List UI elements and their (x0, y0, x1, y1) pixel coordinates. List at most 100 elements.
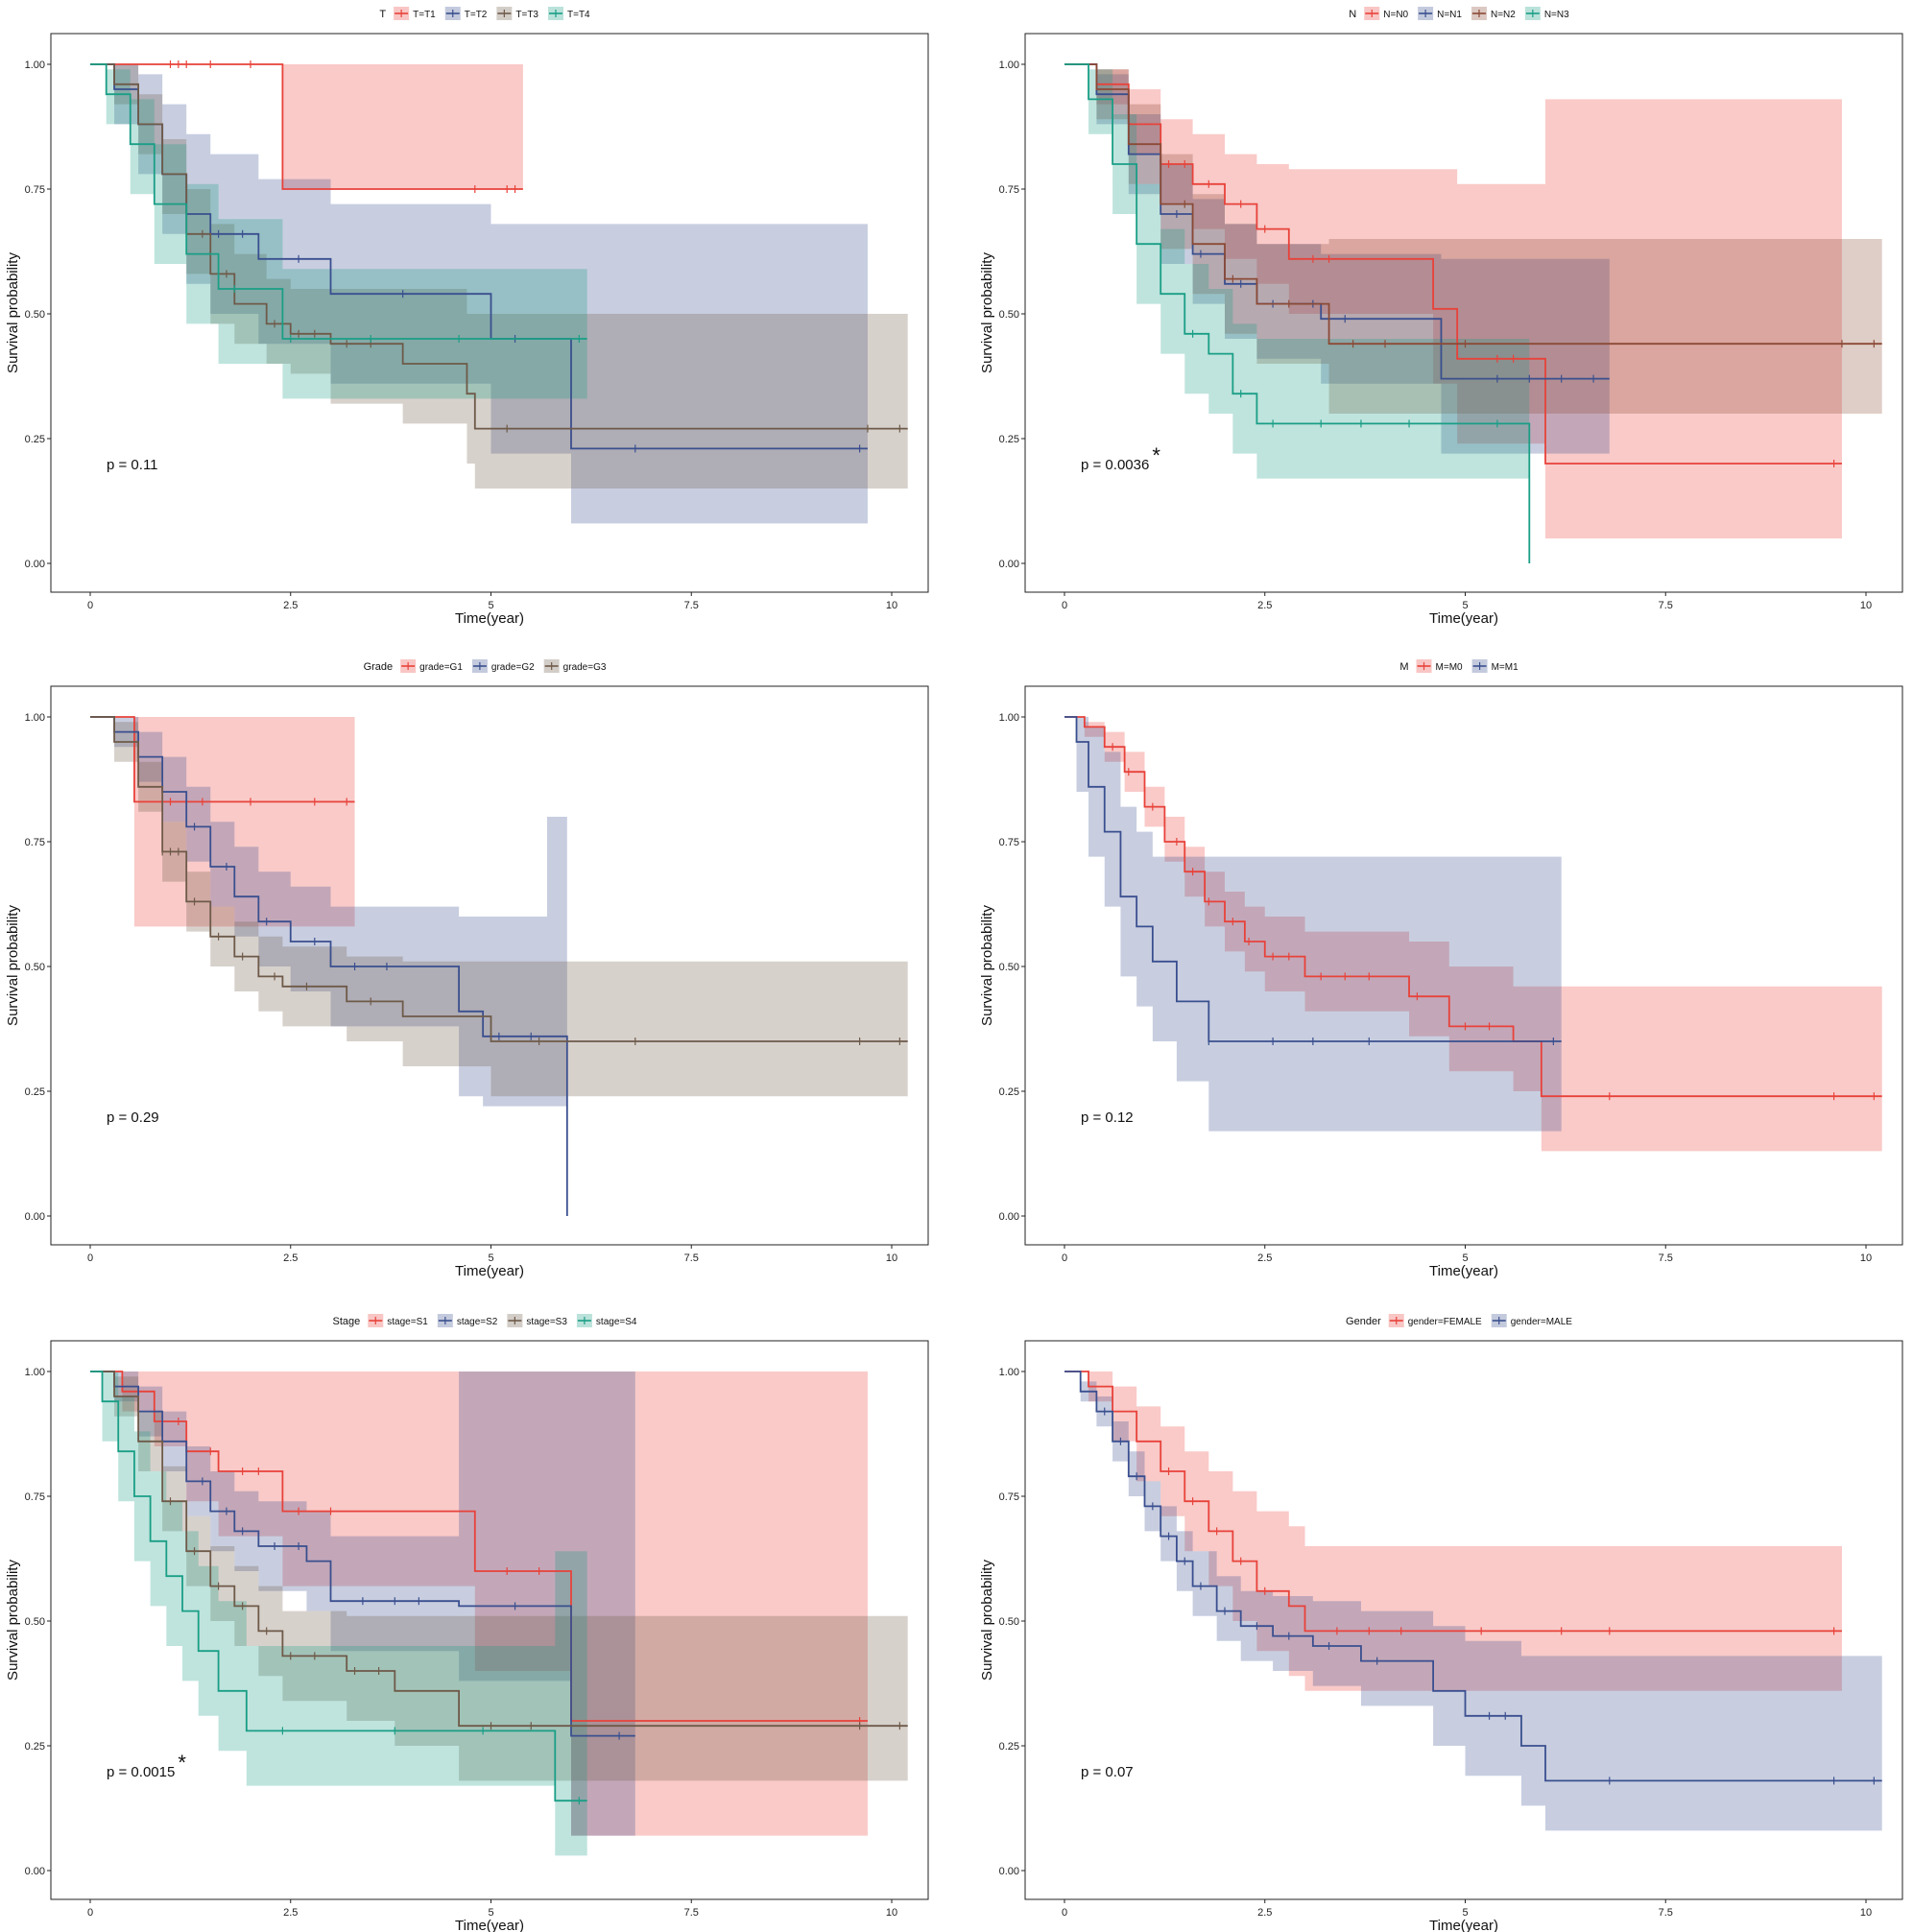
legend-label: N=N0 (1383, 10, 1408, 20)
x-tick-label: 0 (1062, 1252, 1067, 1264)
y-tick-label: 0.50 (999, 309, 1019, 321)
legend-label: T=T3 (515, 10, 538, 20)
legend-key (1388, 1314, 1404, 1327)
y-tick-label: 0.50 (999, 962, 1019, 973)
km-panel: 0.00 0.25 0.50 0.75 1.00 0 2.5 5 7.5 10 Time(year)… (5, 7, 929, 627)
x-axis-title: Time(year) (455, 1918, 524, 1932)
survival-curve (1064, 1371, 1882, 1782)
confidence-band (90, 1371, 868, 1836)
x-tick-label: 5 (488, 1907, 493, 1919)
y-tick-label: 0.00 (25, 1211, 45, 1223)
confidence-band (1064, 717, 1562, 1132)
confidence-band (1064, 1371, 1842, 1691)
y-tick-label: 1.00 (25, 60, 45, 71)
y-tick-label: 0.50 (999, 1616, 1019, 1628)
legend-label: stage=S2 (457, 1317, 498, 1327)
x-tick-label: 10 (1860, 1252, 1872, 1264)
y-axis-title: Survival probability (979, 905, 995, 1026)
x-axis-title: Time(year) (1429, 1918, 1498, 1932)
y-tick-label: 0.75 (999, 1491, 1019, 1503)
x-axis-title: Time(year) (1429, 1263, 1498, 1279)
confidence-band (90, 64, 587, 399)
plot-frame (1024, 1340, 1903, 1900)
confidence-band (90, 64, 523, 189)
y-tick-label: 0.25 (25, 1741, 45, 1753)
p-value-label: p = 0.11 (107, 457, 158, 473)
p-value-label: p = 0.07 (1081, 1764, 1134, 1780)
y-tick-label: 0.00 (25, 1866, 45, 1877)
plot-frame (1024, 33, 1903, 593)
plot-frame (50, 1340, 929, 1900)
y-tick-label: 0.50 (25, 962, 45, 973)
x-axis-title: Time(year) (455, 610, 524, 627)
confidence-band (1064, 64, 1530, 479)
confidence-band (1064, 717, 1882, 1152)
x-tick-label: 2.5 (283, 1252, 298, 1264)
legend-key (471, 659, 488, 673)
legend-key (1471, 7, 1487, 20)
legend-label: N=N3 (1544, 10, 1569, 20)
x-tick-label: 0 (87, 600, 93, 611)
y-tick-label: 0.25 (25, 434, 45, 445)
legend-label: stage=S4 (596, 1317, 637, 1327)
legend: Stage stage=S1 stage=S2 stage=S3 stage=S4 (333, 1314, 637, 1327)
y-axis-title: Survival probability (5, 252, 21, 373)
significance-star: * (1152, 443, 1160, 467)
y-tick-label: 0.50 (25, 309, 45, 321)
x-tick-label: 7.5 (684, 1907, 699, 1919)
survival-curve (1064, 716, 1882, 1098)
x-tick-label: 5 (488, 600, 493, 611)
x-tick-label: 0 (1062, 1907, 1067, 1919)
y-tick-label: 0.75 (999, 837, 1019, 848)
x-axis-title: Time(year) (1429, 610, 1498, 627)
survival-curve (90, 1371, 908, 1728)
legend-key (1364, 7, 1380, 20)
p-value-label: p = 0.0015 (107, 1764, 175, 1780)
x-tick-label: 7.5 (684, 600, 699, 611)
legend: T T=T1 T=T2 T=T3 T=T4 (379, 7, 590, 20)
x-tick-label: 2.5 (1257, 1252, 1272, 1264)
x-tick-label: 5 (1462, 1907, 1468, 1919)
p-value-label: p = 0.29 (107, 1109, 159, 1126)
plot-frame (1024, 685, 1903, 1246)
legend: Grade grade=G1 grade=G2 grade=G3 (364, 659, 607, 673)
x-tick-label: 2.5 (283, 1907, 298, 1919)
y-tick-label: 0.00 (999, 1211, 1019, 1223)
km-panel: 0.00 0.25 0.50 0.75 1.00 0 2.5 5 7.5 10 Time(year)… (5, 659, 929, 1279)
y-tick-label: 1.00 (999, 712, 1019, 724)
x-tick-label: 0 (87, 1252, 93, 1264)
y-tick-label: 1.00 (25, 1367, 45, 1378)
confidence-band (90, 717, 908, 1097)
legend-key (1418, 7, 1434, 20)
y-axis-title: Survival probability (5, 1560, 21, 1681)
legend-key (1524, 7, 1541, 20)
legend-title: N (1349, 9, 1356, 20)
km-panel: 0.00 0.25 0.50 0.75 1.00 0 2.5 5 7.5 10 Time(year)… (979, 659, 1903, 1279)
legend-key (437, 1314, 453, 1327)
x-tick-label: 5 (488, 1252, 493, 1264)
legend-key (368, 1314, 384, 1327)
survival-curve (90, 63, 587, 340)
km-panel: 0.00 0.25 0.50 0.75 1.00 0 2.5 5 7.5 10 Time(year)… (979, 1314, 1903, 1932)
legend-label: N=N2 (1491, 10, 1516, 20)
x-axis-title: Time(year) (455, 1263, 524, 1279)
confidence-band (90, 1371, 908, 1781)
legend-key (394, 7, 410, 20)
x-tick-label: 7.5 (1659, 1252, 1673, 1264)
km-panel: 0.00 0.25 0.50 0.75 1.00 0 2.5 5 7.5 10 Time(year)… (979, 7, 1903, 627)
significance-star: * (178, 1751, 186, 1775)
legend-title: M (1399, 661, 1408, 673)
legend-key (1416, 659, 1432, 673)
survival-curve (90, 716, 568, 1216)
legend-title: Stage (333, 1316, 361, 1327)
x-tick-label: 10 (886, 1252, 897, 1264)
legend-label: grade=G1 (419, 662, 463, 673)
legend-key (547, 7, 563, 20)
x-tick-label: 7.5 (684, 1252, 699, 1264)
x-tick-label: 10 (1860, 600, 1872, 611)
legend-label: T=T4 (567, 10, 590, 20)
survival-curve (1064, 63, 1882, 346)
y-tick-label: 0.75 (999, 184, 1019, 196)
confidence-band (1064, 64, 1842, 538)
x-tick-label: 0 (87, 1907, 93, 1919)
